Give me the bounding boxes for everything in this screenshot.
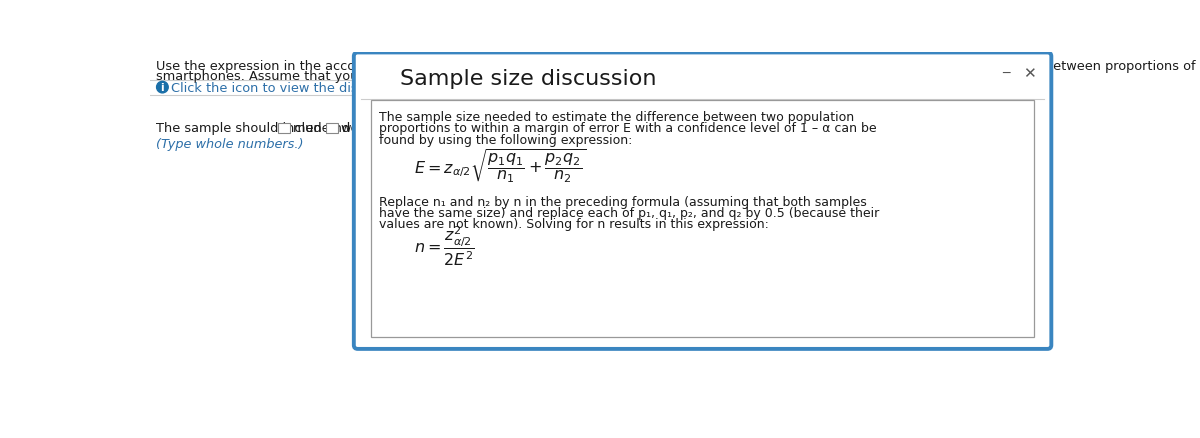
Text: i: i [161, 83, 164, 93]
Text: found by using the following expression:: found by using the following expression: [379, 133, 632, 146]
Text: women.: women. [341, 122, 392, 135]
Text: The sample should include: The sample should include [156, 122, 330, 135]
FancyBboxPatch shape [326, 123, 338, 134]
Text: Replace n₁ and n₂ by n in the preceding formula (assuming that both samples: Replace n₁ and n₂ by n in the preceding … [379, 195, 868, 208]
Text: Sample size discussion: Sample size discussion [401, 69, 656, 88]
Text: The sample size needed to estimate the difference between two population: The sample size needed to estimate the d… [379, 111, 854, 124]
Text: $E = z_{\alpha/2}\sqrt{\dfrac{p_1q_1}{n_1}+\dfrac{p_2q_2}{n_2}}$: $E = z_{\alpha/2}\sqrt{\dfrac{p_1q_1}{n_… [414, 147, 587, 184]
Text: ─: ─ [1002, 67, 1010, 79]
Text: Click the icon to view the discussion of sample size.: Click the icon to view the discussion of… [170, 81, 508, 94]
Text: proportions to within a margin of error E with a confidence level of 1 – α can b: proportions to within a margin of error … [379, 122, 877, 135]
Text: men and: men and [293, 122, 350, 135]
FancyBboxPatch shape [371, 101, 1034, 337]
FancyBboxPatch shape [278, 123, 290, 134]
Text: Use the expression in the accompanying discussion of sample size to find the siz: Use the expression in the accompanying d… [156, 60, 1200, 72]
Text: smartphones. Assume that you want 90% confidence that your error is no more than: smartphones. Assume that you want 90% co… [156, 70, 744, 83]
Text: values are not known). Solving for n results in this expression:: values are not known). Solving for n res… [379, 217, 769, 230]
Text: have the same size) and replace each of p₁, q₁, p₂, and q₂ by 0.5 (because their: have the same size) and replace each of … [379, 206, 880, 219]
Text: ✕: ✕ [1022, 67, 1036, 81]
Text: (Type whole numbers.): (Type whole numbers.) [156, 138, 304, 151]
FancyBboxPatch shape [354, 53, 1051, 349]
Circle shape [156, 82, 168, 94]
Text: $n = \dfrac{z^2_{\alpha/2}}{2E^2}$: $n = \dfrac{z^2_{\alpha/2}}{2E^2}$ [414, 224, 475, 267]
